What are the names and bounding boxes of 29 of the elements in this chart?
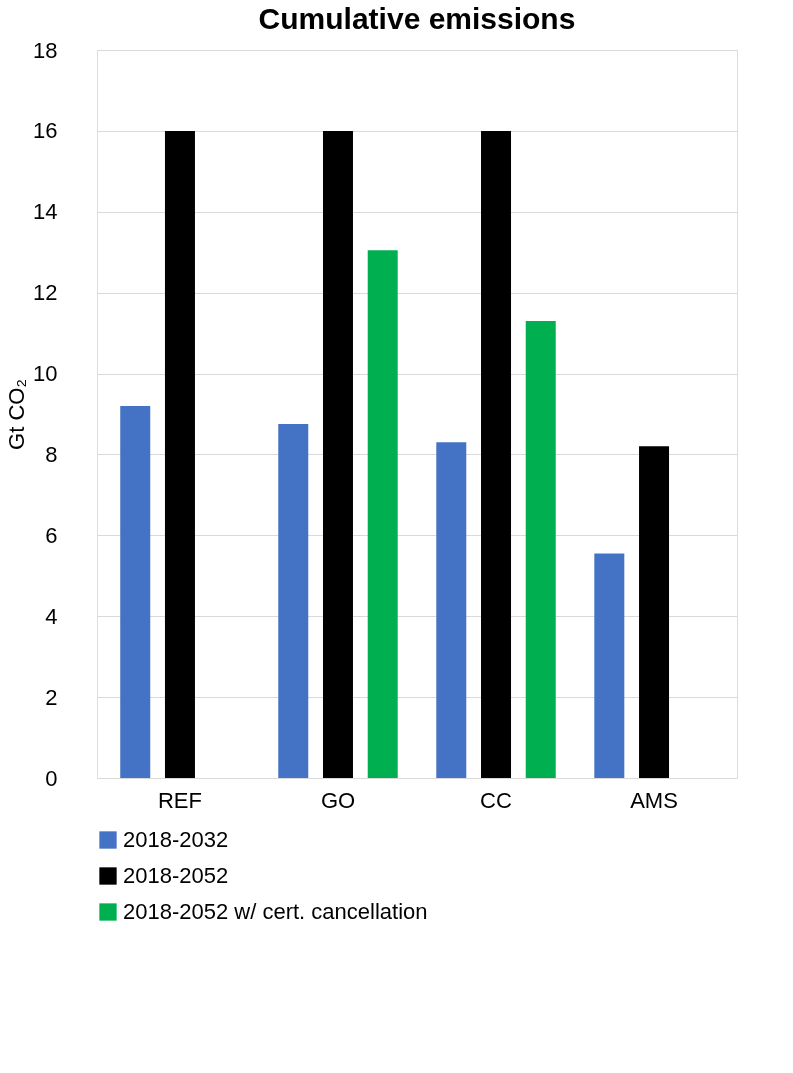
y-tick-label: 12 [33, 280, 58, 306]
bar [639, 446, 670, 778]
bar [120, 405, 151, 778]
x-tick-label: AMS [630, 787, 678, 813]
y-tick-label: 18 [33, 37, 58, 63]
bar [322, 130, 353, 778]
y-tick-label: 4 [45, 603, 58, 629]
legend-label: 2018-2052 w/ cert. cancellation [123, 899, 428, 924]
bar [436, 442, 467, 778]
bar [367, 250, 398, 778]
y-tick-label: 8 [45, 441, 58, 467]
y-tick-label: 0 [45, 765, 58, 791]
bar [594, 553, 625, 778]
x-tick-label: REF [157, 787, 202, 813]
y-tick-label: 16 [33, 118, 58, 144]
chart-title: Cumulative emissions [258, 2, 576, 35]
y-tick-label: 14 [33, 199, 58, 225]
y-tick-label: 6 [45, 522, 58, 548]
bar [278, 424, 309, 778]
x-tick-label: CC [480, 787, 513, 813]
bar [481, 130, 512, 778]
bar [525, 320, 556, 778]
y-tick-label: 2 [45, 684, 58, 710]
legend-label: 2018-2052 [123, 863, 229, 888]
y-axis-title: Gt CO₂ [4, 379, 30, 450]
bar [164, 130, 195, 778]
legend-label: 2018-2032 [123, 827, 229, 852]
x-tick-label: GO [320, 787, 356, 813]
y-tick-label: 10 [33, 361, 58, 387]
